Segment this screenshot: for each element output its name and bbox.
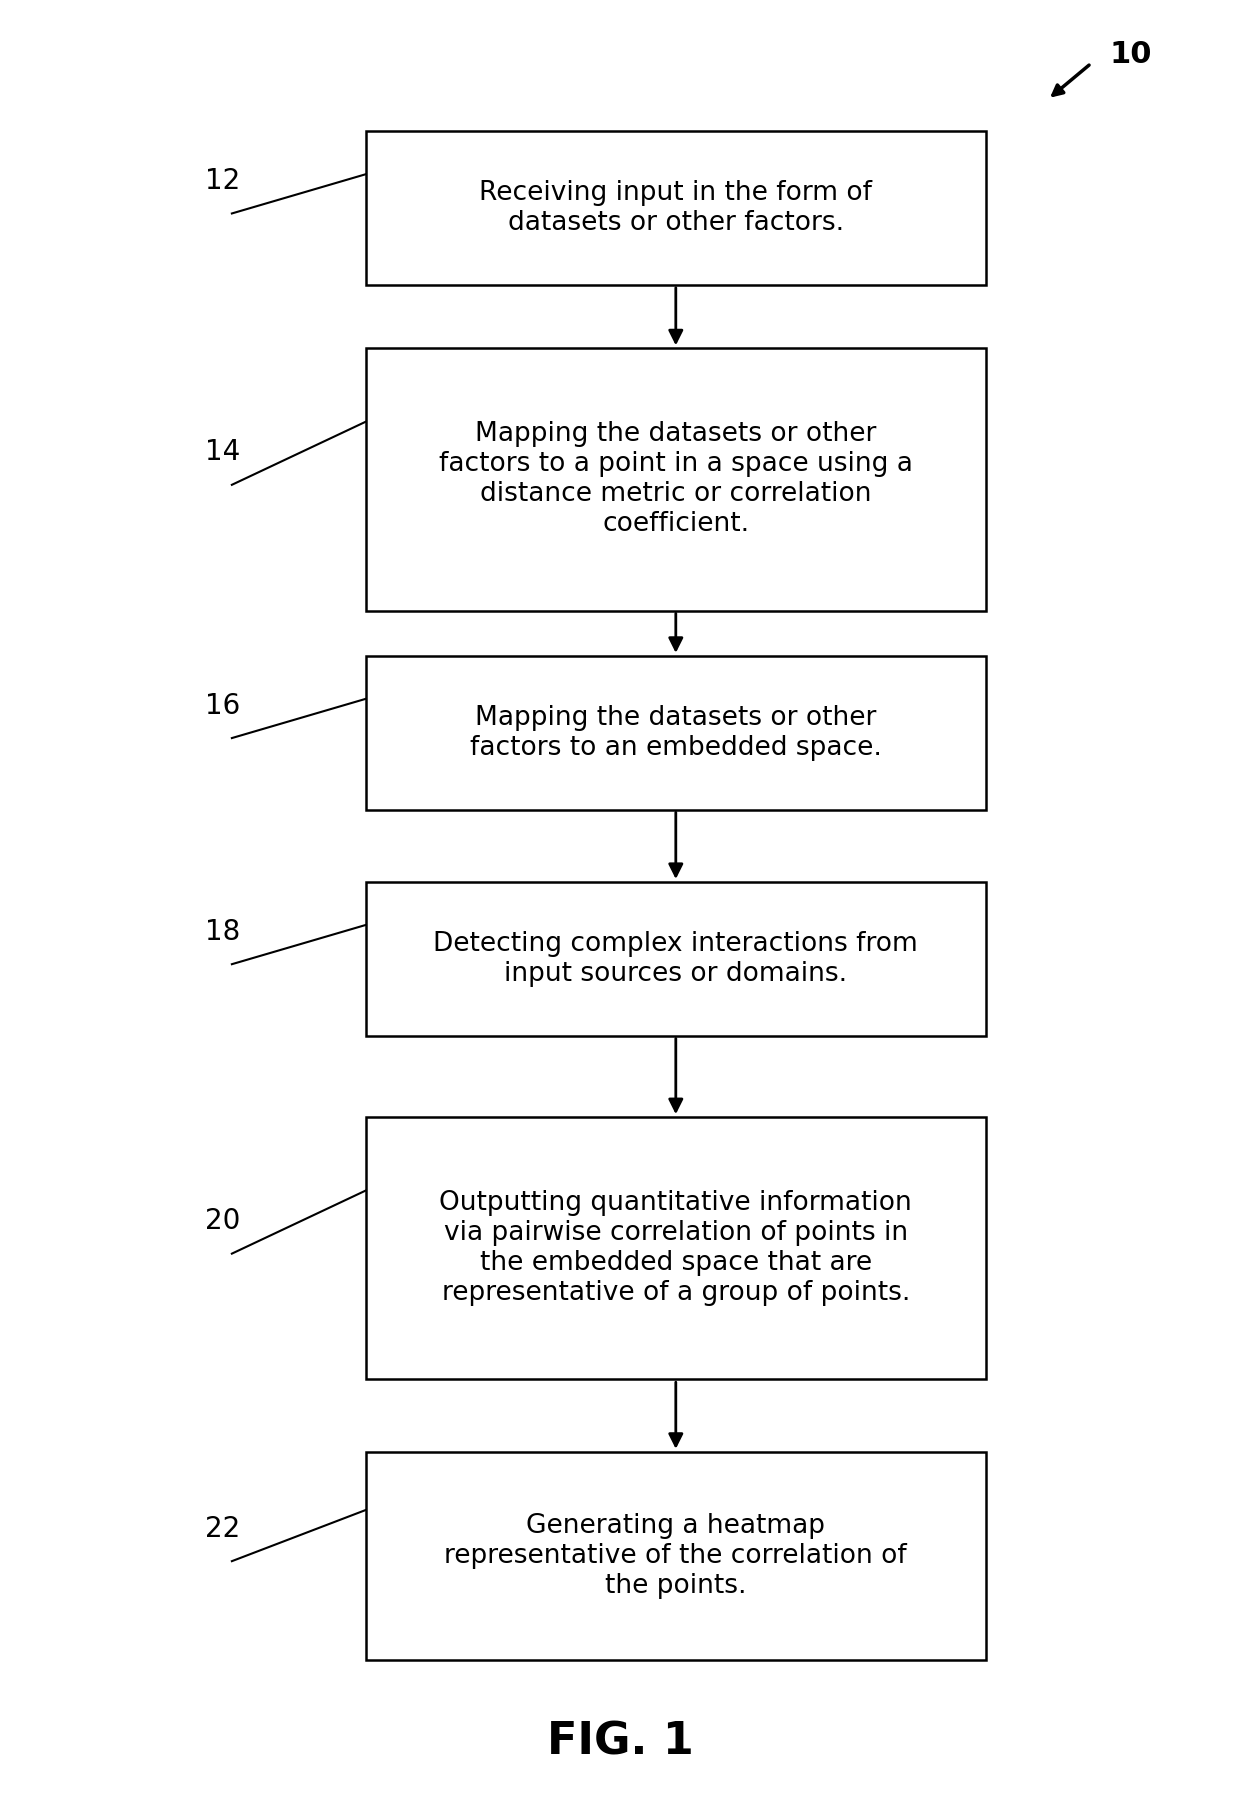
Bar: [366, 657, 986, 810]
Bar: [366, 132, 986, 286]
Text: Detecting complex interactions from
input sources or domains.: Detecting complex interactions from inpu…: [434, 932, 918, 986]
Text: Receiving input in the form of
datasets or other factors.: Receiving input in the form of datasets …: [480, 181, 872, 235]
Text: 20: 20: [205, 1207, 241, 1236]
Bar: [366, 883, 986, 1035]
Text: Outputting quantitative information
via pairwise correlation of points in
the em: Outputting quantitative information via …: [439, 1190, 913, 1306]
Text: 16: 16: [205, 691, 239, 720]
Bar: [366, 1118, 986, 1378]
Text: 22: 22: [205, 1514, 239, 1543]
Text: Mapping the datasets or other
factors to an embedded space.: Mapping the datasets or other factors to…: [470, 706, 882, 760]
Text: 18: 18: [205, 917, 239, 946]
Text: 14: 14: [205, 438, 239, 467]
Text: Generating a heatmap
representative of the correlation of
the points.: Generating a heatmap representative of t…: [444, 1512, 908, 1599]
Text: 10: 10: [1110, 40, 1152, 69]
Text: FIG. 1: FIG. 1: [547, 1720, 693, 1764]
Text: Mapping the datasets or other
factors to a point in a space using a
distance met: Mapping the datasets or other factors to…: [439, 421, 913, 537]
Bar: [366, 349, 986, 611]
Bar: [366, 1451, 986, 1661]
Text: 12: 12: [205, 166, 239, 195]
